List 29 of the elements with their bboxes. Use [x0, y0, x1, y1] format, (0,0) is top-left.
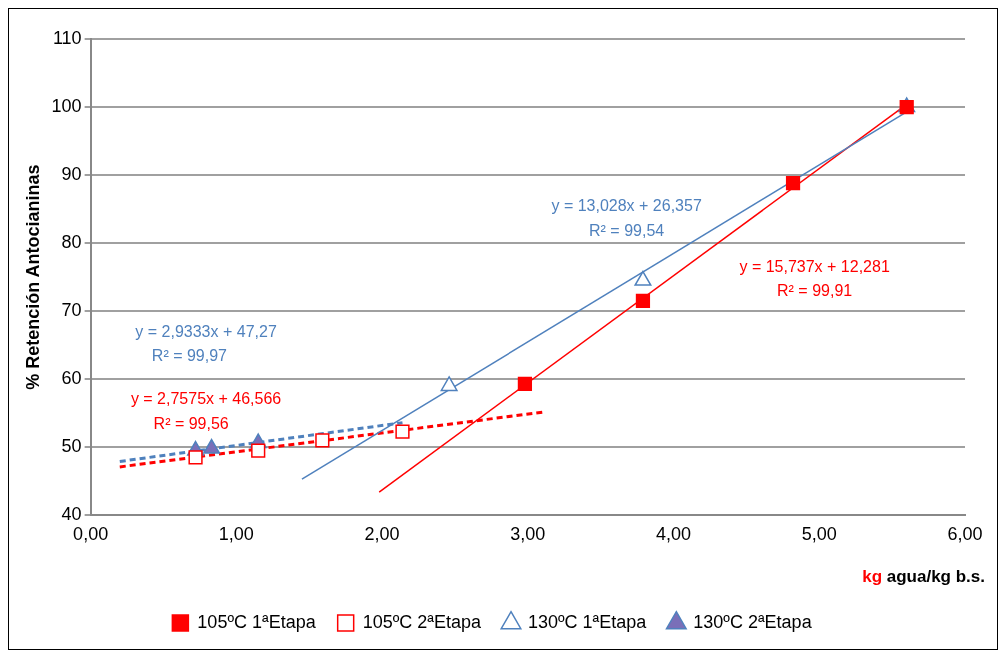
y-tick-label: 70: [61, 300, 82, 321]
x-tick-label: 3,00: [510, 523, 546, 544]
annotation: R² = 99,91: [777, 282, 853, 300]
y-tick-label: 90: [61, 164, 82, 185]
legend-label: 130ºC 1ªEtapa: [528, 611, 648, 632]
x-tick-label: 4,00: [656, 523, 692, 544]
annotation: y = 2,9333x + 47,27: [135, 322, 277, 340]
annotation: y = 15,737x + 12,281: [739, 257, 890, 275]
annotation: y = 13,028x + 26,357: [551, 196, 702, 214]
annotation: R² = 99,97: [151, 347, 228, 365]
y-tick-label: 100: [51, 96, 82, 116]
legend-label: 105ºC 2ªEtapa: [362, 611, 482, 632]
x-tick-label: 1,00: [218, 523, 254, 544]
y-tick-label: 40: [61, 504, 82, 525]
x-tick-label: 5,00: [801, 523, 837, 544]
y-axis-title: % Retención Antocianinas: [22, 164, 43, 390]
y-tick-label: 50: [61, 436, 82, 457]
x-tick-label: 0,00: [73, 523, 109, 544]
legend-label: 105ºC 1ªEtapa: [197, 611, 317, 632]
y-tick-label: 110: [52, 27, 82, 48]
y-tick-label: 80: [61, 232, 82, 253]
x-tick-label: 6,00: [947, 523, 983, 544]
x-tick-label: 2,00: [364, 523, 400, 544]
x-axis-title: kg agua/kg b.s.: [862, 566, 986, 586]
y-tick-label: 60: [61, 368, 82, 389]
annotation: R² = 99,54: [589, 221, 665, 239]
annotation: y = 2,7575x + 46,566: [130, 389, 282, 407]
annotation: R² = 99,56: [153, 414, 229, 432]
legend-label: 130ºC 2ªEtapa: [693, 611, 813, 632]
